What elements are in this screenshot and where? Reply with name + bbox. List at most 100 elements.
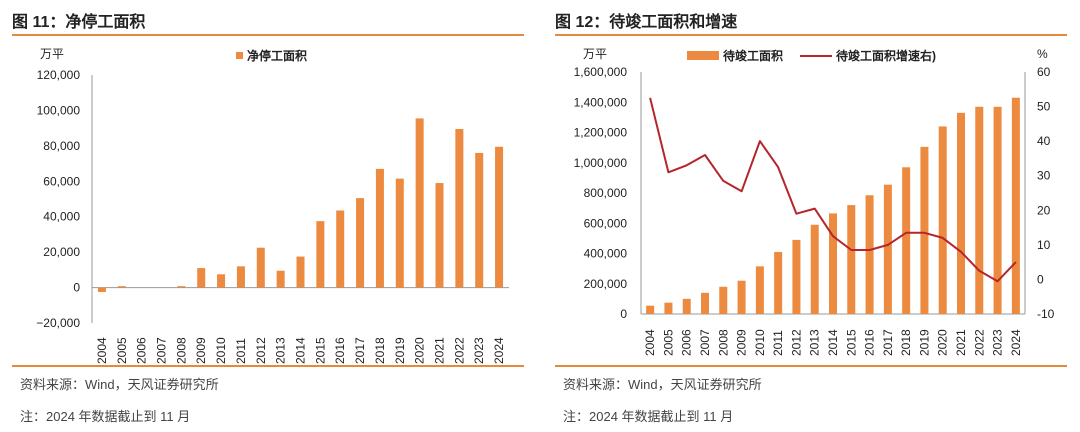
bar (737, 280, 746, 314)
y-tick-label-left: 200,000 (584, 277, 628, 291)
y-tick-label: 60,000 (43, 174, 80, 188)
figure-12-bottom-rule (555, 365, 1067, 367)
x-tick-label: 2006 (680, 329, 694, 356)
x-tick-label: 2018 (899, 329, 913, 356)
x-tick-label: 2011 (234, 338, 248, 364)
bar (435, 183, 444, 288)
x-tick-label: 2019 (393, 337, 407, 364)
x-tick-label: 2006 (135, 337, 149, 364)
y-tick-label-left: 1,400,000 (574, 95, 628, 109)
bar (475, 152, 484, 288)
bar (336, 210, 345, 288)
bar (975, 106, 984, 314)
bar (865, 195, 874, 314)
bar (217, 274, 226, 288)
x-tick-label: 2007 (155, 337, 169, 364)
x-tick-label: 2018 (373, 337, 387, 364)
figure-11-title: 图 11：净停工面积 (12, 14, 146, 31)
bar (197, 268, 206, 288)
legend-label-bar: 待竣工面积 (723, 48, 783, 63)
bar (883, 184, 892, 314)
bar (177, 286, 186, 288)
x-tick-label: 2017 (881, 329, 895, 356)
bar (810, 224, 819, 314)
y-tick-label-left: 1,200,000 (574, 126, 628, 140)
y-tick-label: 120,000 (37, 68, 81, 82)
x-tick-label: 2017 (353, 337, 367, 364)
x-tick-label: 2012 (789, 329, 803, 356)
bar (847, 205, 856, 314)
bar (719, 286, 728, 314)
x-tick-label: 2021 (954, 329, 968, 356)
bar (993, 106, 1002, 314)
bar (356, 198, 365, 288)
x-tick-label: 2020 (936, 329, 950, 356)
x-tick-label: 2010 (214, 337, 228, 364)
y-tick-label-right: 50 (1037, 100, 1051, 114)
x-tick-label: 2022 (972, 329, 986, 356)
bar (792, 239, 801, 314)
y-tick-label-right: 10 (1037, 238, 1051, 252)
legend-swatch-bar (687, 51, 719, 60)
figure-11-chart: 120,000 100,000 80,000 60,000 40,000 20,000 0 −… (36, 47, 509, 364)
x-tick-label: 2013 (808, 329, 822, 356)
y-tick-label-left: 800,000 (584, 186, 628, 200)
x-tick-label: 2019 (917, 329, 931, 356)
y-tick-label-right: -10 (1037, 307, 1055, 321)
bar (256, 247, 265, 288)
figure-12-panel: 图 12：待竣工面积和增速 1,600,000 1,400,000 1,200,00… (555, 0, 1067, 432)
x-tick-label: 2023 (472, 337, 486, 364)
x-tick-label: 2005 (115, 337, 129, 364)
x-tick-label: 2014 (826, 329, 840, 356)
x-tick-label: 2004 (643, 329, 657, 356)
x-tick-label: 2015 (313, 337, 327, 364)
legend-label: 净停工面积 (247, 48, 307, 63)
x-tick-label: 2024 (1009, 329, 1023, 356)
bar (495, 146, 504, 288)
bar (774, 251, 783, 314)
bar (755, 266, 764, 314)
y-axis-unit-label: 万平 (40, 47, 64, 61)
x-tick-label: 2009 (735, 329, 749, 356)
bar (455, 129, 464, 288)
bar (316, 221, 325, 288)
y-tick-label-left: 0 (620, 307, 627, 321)
y-tick-label-left: 1,600,000 (574, 65, 628, 79)
bar (296, 256, 305, 288)
x-tick-label: 2011 (771, 330, 785, 356)
y-tick-label: 0 (73, 281, 80, 295)
x-tick-label: 2013 (274, 337, 288, 364)
x-tick-label: 2007 (698, 329, 712, 356)
bar (395, 178, 404, 288)
y-tick-label: 80,000 (43, 139, 80, 153)
bar (415, 118, 424, 288)
bar (1011, 97, 1020, 315)
x-tick-label: 2023 (991, 329, 1005, 356)
bar (902, 167, 911, 314)
x-tick-label: 2024 (492, 337, 506, 364)
x-tick-label: 2008 (174, 337, 188, 364)
figure-11-note: 注：2024 年数据截止到 11 月 (20, 409, 191, 424)
y-tick-label-left: 600,000 (584, 216, 628, 230)
x-tick-label: 2016 (863, 329, 877, 356)
figure-12-source: 资料来源：Wind，天风证券研究所 (563, 377, 762, 392)
x-tick-label: 2016 (333, 337, 347, 364)
growth-rate-line (649, 97, 1017, 283)
x-tick-label: 2021 (433, 337, 447, 364)
y-tick-label-right: 30 (1037, 169, 1051, 183)
bar (276, 270, 285, 288)
bar (236, 266, 245, 288)
x-tick-label: 2012 (254, 337, 268, 364)
y-tick-label-right: 20 (1037, 203, 1051, 217)
figure-12-chart: 1,600,000 1,400,000 1,200,000 1,000,000 800,… (574, 47, 1055, 356)
y-tick-label-left: 1,000,000 (574, 156, 628, 170)
y-tick-label-right: 40 (1037, 134, 1051, 148)
y-tick-label-left: 400,000 (584, 247, 628, 261)
bar (646, 305, 655, 314)
x-tick-label: 2004 (95, 337, 109, 364)
bar (375, 168, 384, 288)
figure-11-source: 资料来源：Wind，天风证券研究所 (20, 377, 219, 392)
x-tick-label: 2008 (716, 329, 730, 356)
x-tick-label: 2010 (753, 329, 767, 356)
y-tick-label: 20,000 (43, 245, 80, 259)
